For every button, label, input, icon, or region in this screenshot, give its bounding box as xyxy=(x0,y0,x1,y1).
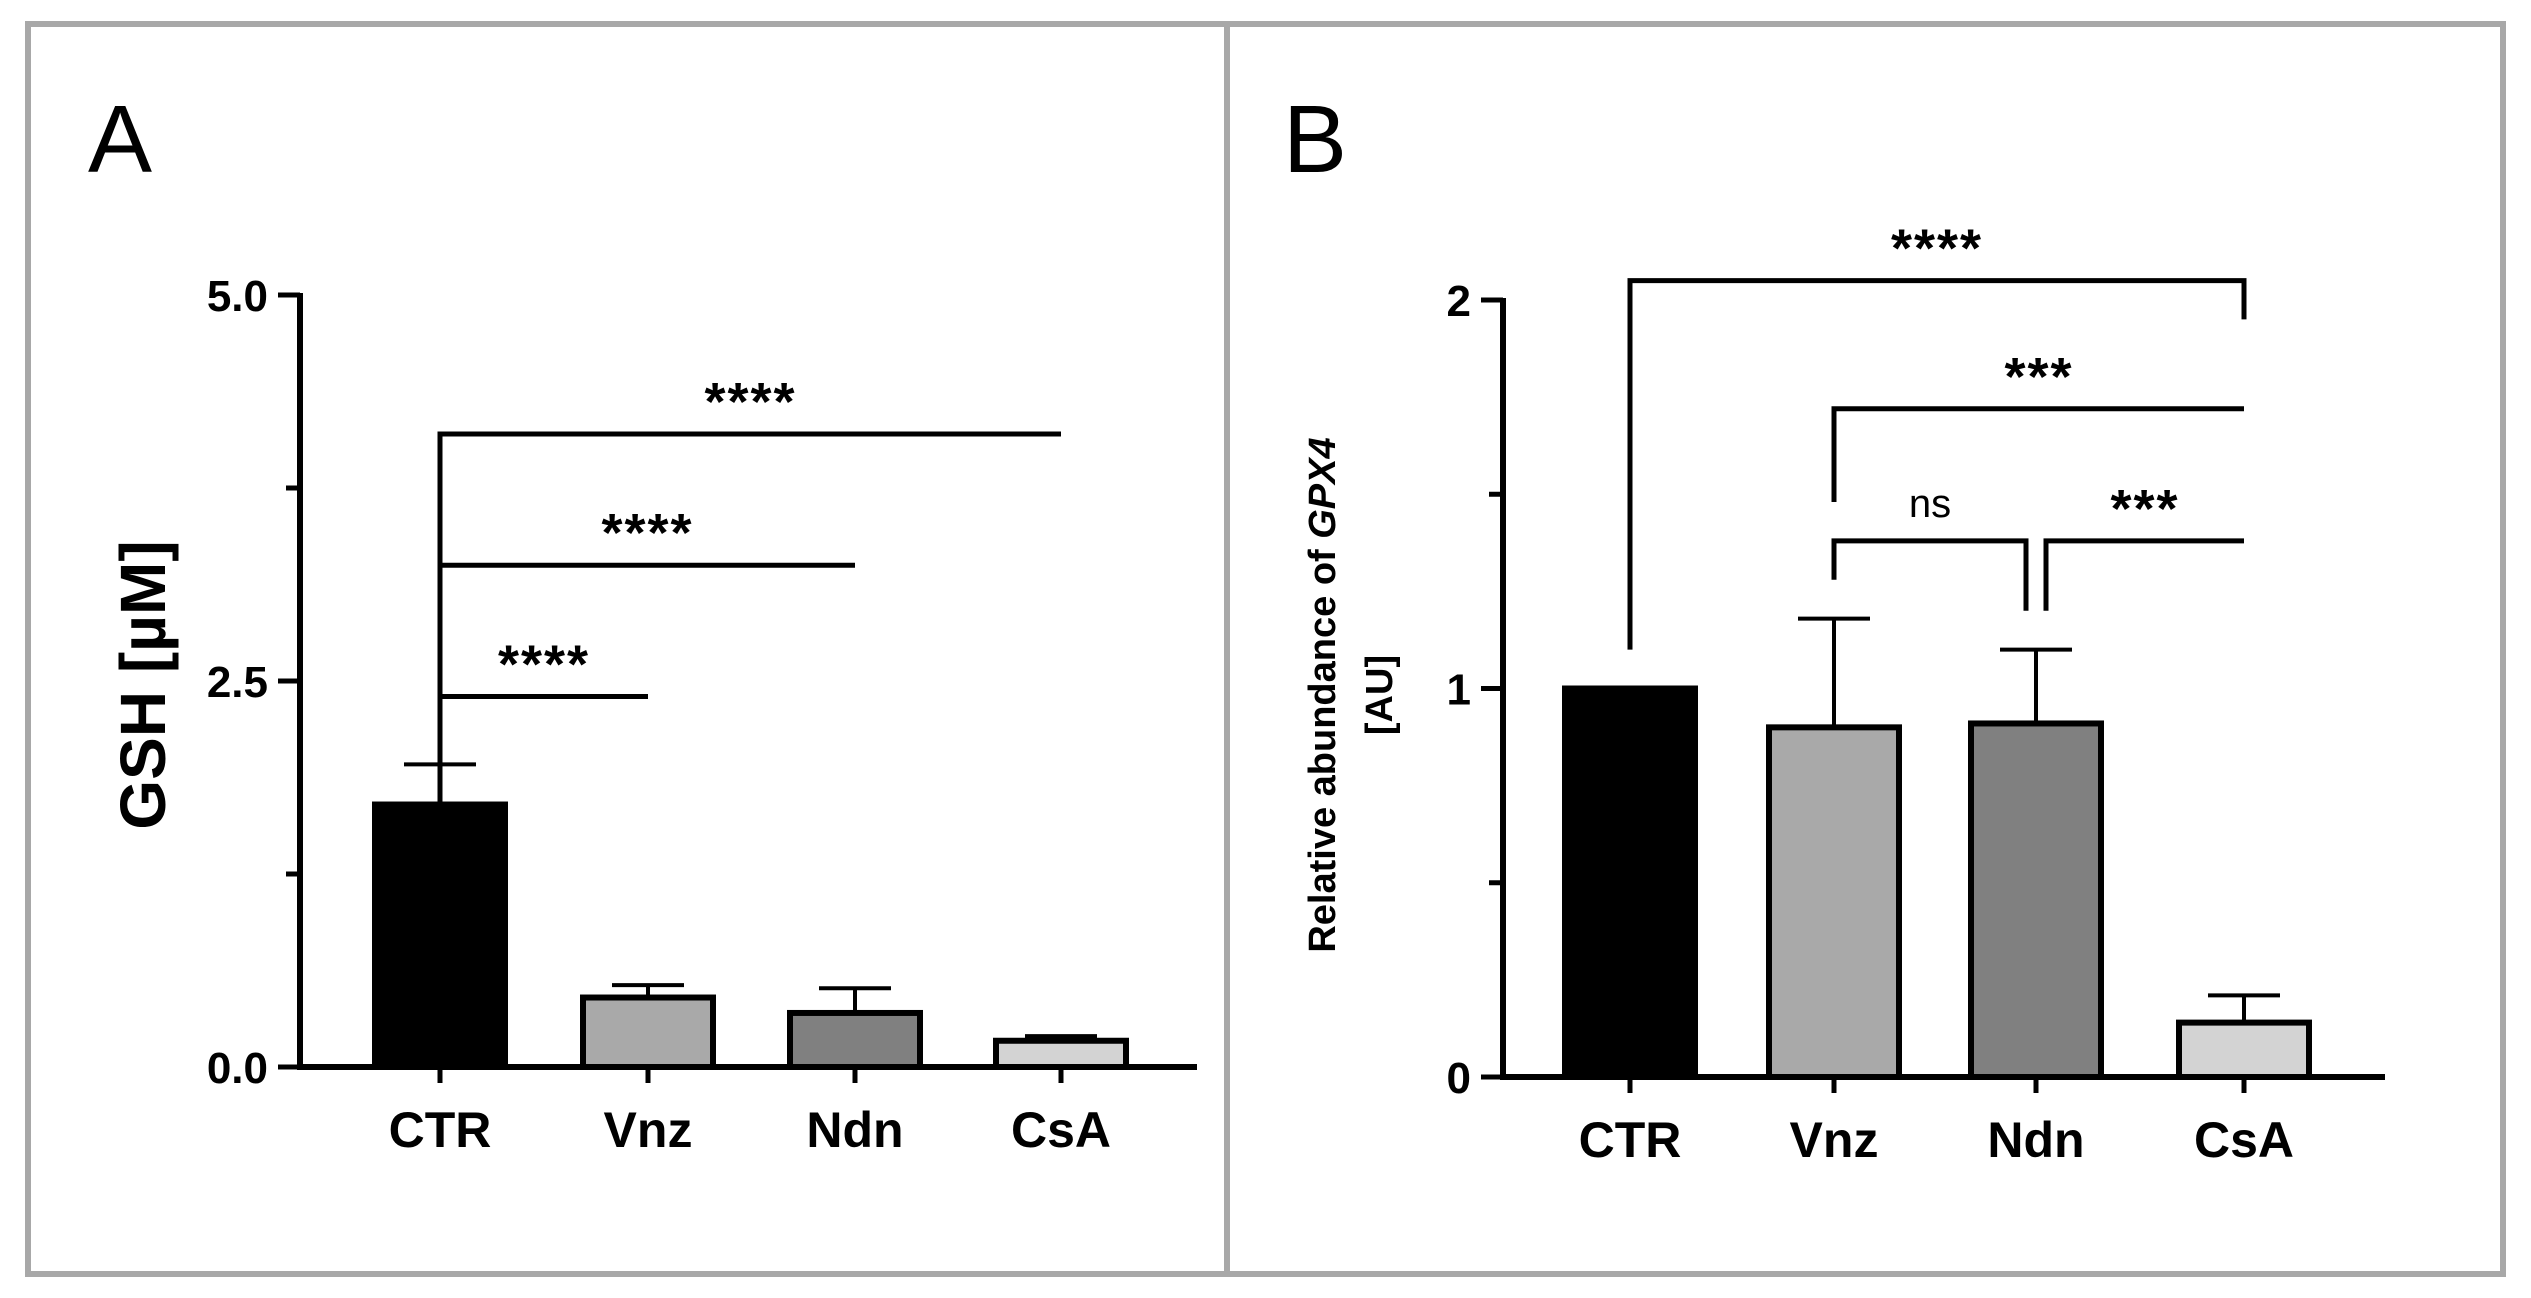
panel-b-y-label-text: Relative abundance of xyxy=(1302,539,1344,953)
panel-a-significance-label: **** xyxy=(498,634,590,694)
panel-a: A GSH [µM] 0.0 2.5 5.0 CTR Vnz Ndn CsA **** ****… xyxy=(88,86,1197,1158)
panel-b-y-tick-label: 1 xyxy=(1447,666,1471,715)
panel-a-bar-vnz xyxy=(580,994,716,1071)
panel-b-frame xyxy=(1224,21,2506,1277)
panel-a-significance-label: **** xyxy=(601,503,693,563)
panel-a-category-label-csa: CsA xyxy=(1011,1102,1111,1158)
panel-b-letter: B xyxy=(1283,86,1347,193)
panel-b-category-label-ndn: Ndn xyxy=(1987,1112,2084,1168)
panel-a-significance-bracket xyxy=(437,431,1061,1013)
panel-b-bar-ndn xyxy=(1968,720,2104,1081)
panel-b-significance-label: **** xyxy=(1891,219,1983,279)
panel-b: B Relative abundance of GPX4 [AU] 0 1 2 CTR… xyxy=(1283,86,2385,1168)
panel-a-y-axis-label: GSH [µM] xyxy=(107,540,179,829)
panel-b-significance-label: *** xyxy=(2004,347,2073,407)
panel-a-y-tick-label: 2.5 xyxy=(207,658,268,707)
panel-a-y-tick-label: 5.0 xyxy=(207,272,268,321)
panel-a-plot: 0.0 2.5 5.0 CTR Vnz Ndn CsA **** **** **** xyxy=(207,272,1197,1158)
panel-b-category-label-csa: CsA xyxy=(2194,1112,2294,1168)
panel-a-bar-csa xyxy=(993,1037,1129,1070)
panel-a-category-label-ctr: CTR xyxy=(389,1102,492,1158)
panel-b-significance-bracket xyxy=(1831,538,2029,611)
panel-a-category-label-vnz: Vnz xyxy=(604,1102,693,1158)
panel-a-significance-label: **** xyxy=(704,372,796,432)
panel-b-significance-label: ns xyxy=(1909,482,1951,526)
panel-b-y-label-gene: GPX4 xyxy=(1302,437,1344,538)
panel-b-significance-bracket xyxy=(2043,538,2244,611)
panel-b-bar-ctr xyxy=(1562,685,1698,1080)
panel-b-category-label-ctr: CTR xyxy=(1579,1112,1682,1168)
panel-b-bar-csa xyxy=(2176,1019,2312,1080)
panel-b-bar-vnz xyxy=(1766,724,1902,1080)
panel-b-category-label-vnz: Vnz xyxy=(1790,1112,1879,1168)
panel-b-significance-bracket xyxy=(1627,278,2247,650)
panel-a-bar-ndn xyxy=(787,1009,923,1071)
panel-b-y-tick-label: 0 xyxy=(1447,1054,1471,1103)
panel-a-category-label-ndn: Ndn xyxy=(806,1102,903,1158)
panel-b-y-axis-label: Relative abundance of GPX4 xyxy=(1302,437,1344,952)
panel-a-y-tick-label: 0.0 xyxy=(207,1044,268,1093)
panel-b-significance-label: *** xyxy=(2110,479,2179,539)
panel-a-letter: A xyxy=(88,86,152,193)
panel-b-significance-bracket xyxy=(1831,406,2244,503)
panel-b-y-axis-unit: [AU] xyxy=(1359,655,1401,735)
panel-b-y-tick-label: 2 xyxy=(1447,277,1471,326)
